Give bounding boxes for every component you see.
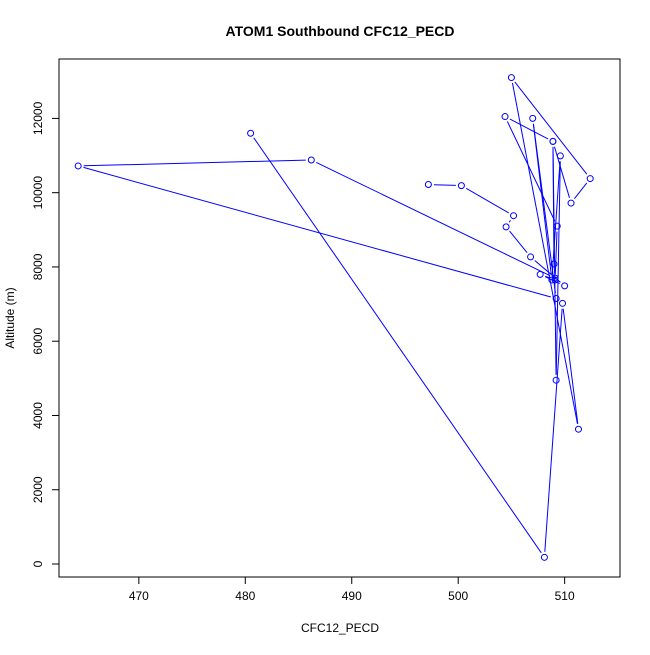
y-tick-label: 12000	[31, 101, 45, 135]
y-tick-label: 0	[31, 560, 45, 567]
y-tick-label: 8000	[31, 253, 45, 280]
x-axis-label: CFC12_PECD	[301, 621, 379, 635]
y-tick-label: 6000	[31, 328, 45, 355]
y-tick-label: 10000	[31, 176, 45, 210]
y-tick-label: 2000	[31, 476, 45, 503]
x-tick-label: 480	[235, 589, 255, 603]
x-tick-label: 500	[448, 589, 468, 603]
x-tick-label: 510	[555, 589, 575, 603]
chart-title: ATOM1 Southbound CFC12_PECD	[226, 23, 455, 39]
x-tick-label: 470	[129, 589, 149, 603]
x-tick-label: 490	[342, 589, 362, 603]
y-tick-label: 4000	[31, 402, 45, 429]
y-axis-label: Altitude (m)	[3, 287, 17, 348]
